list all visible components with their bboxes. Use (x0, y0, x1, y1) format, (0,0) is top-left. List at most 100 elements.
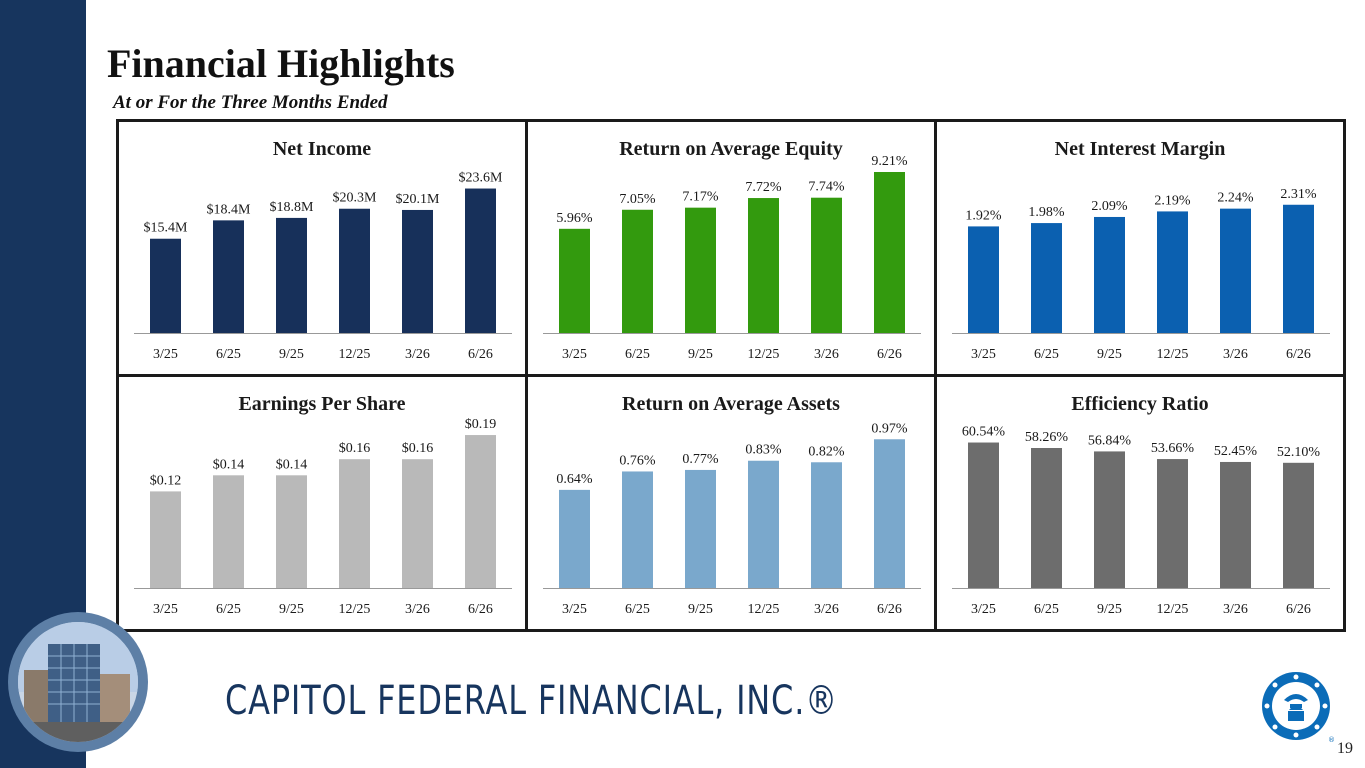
data-label: 58.26% (1025, 430, 1069, 445)
data-label: 0.64% (556, 472, 593, 487)
tick-label: 3/25 (153, 347, 178, 362)
bar (874, 172, 905, 333)
return-on-average-assets-chart: Return on Average Assets 0.64% 3/25 0.76% 6/… (543, 393, 921, 617)
tick-label: 3/26 (405, 602, 430, 617)
panel-divider (119, 374, 1343, 377)
data-label: 2.19% (1154, 193, 1191, 208)
chart-title: Return on Average Equity (619, 138, 843, 160)
bar (1157, 459, 1188, 588)
net-interest-margin-chart: Net Interest Margin 1.92% 3/25 1.98% 6/25 2.0… (952, 138, 1330, 362)
data-label: $20.1M (396, 192, 441, 207)
building-icon (18, 622, 138, 742)
data-label: 7.05% (619, 192, 656, 207)
tick-label: 3/25 (971, 347, 996, 362)
bar (622, 471, 653, 588)
data-label: $20.3M (333, 191, 378, 206)
chart-title: Net Income (273, 138, 371, 160)
charts-grid: Net Income $15.4M 3/25 $18.4M 6/25 $18.8M 9/25… (116, 119, 1346, 632)
tick-label: 12/25 (339, 602, 371, 617)
data-label: 9.21% (871, 154, 908, 169)
chart-title: Return on Average Assets (622, 393, 840, 415)
tick-label: 3/26 (1223, 602, 1248, 617)
tick-label: 9/25 (1097, 347, 1122, 362)
tick-label: 6/26 (1286, 347, 1311, 362)
data-label: 0.97% (871, 421, 908, 436)
bar (213, 220, 244, 333)
data-label: $0.14 (276, 457, 308, 472)
tick-label: 3/25 (562, 347, 587, 362)
tick-label: 9/25 (688, 602, 713, 617)
data-label: $0.14 (213, 457, 245, 472)
data-label: $0.16 (339, 441, 371, 456)
bar (559, 489, 590, 588)
data-label: $18.4M (207, 202, 252, 217)
tick-label: 12/25 (1157, 602, 1189, 617)
bar (1094, 451, 1125, 588)
data-label: 56.84% (1088, 433, 1132, 448)
bar (748, 198, 779, 333)
bar (150, 491, 181, 588)
tick-label: 3/26 (814, 347, 839, 362)
data-label: 52.10% (1277, 445, 1321, 460)
bar (685, 207, 716, 333)
data-label: 1.98% (1028, 205, 1065, 220)
bar (1283, 462, 1314, 588)
bar (339, 208, 370, 333)
tick-label: 6/26 (1286, 602, 1311, 617)
page-subtitle: At or For the Three Months Ended (113, 92, 388, 113)
data-label: $18.8M (270, 200, 315, 215)
bar (968, 226, 999, 333)
tick-label: 9/25 (279, 347, 304, 362)
bar (402, 209, 433, 333)
data-label: 2.24% (1217, 191, 1254, 206)
bar (811, 462, 842, 588)
company-logo-text: CAPITOL FEDERAL FINANCIAL, INC.® (225, 678, 838, 724)
tick-label: 12/25 (339, 347, 371, 362)
bar (276, 475, 307, 588)
bar (811, 197, 842, 333)
tick-label: 6/25 (1034, 347, 1059, 362)
chart-panel-net-income: Net Income $15.4M 3/25 $18.4M 6/25 $18.8M 9/25… (119, 122, 525, 374)
tick-label: 9/25 (1097, 602, 1122, 617)
page-number: 19 (1337, 740, 1353, 757)
chart-panel-roa: Return on Average Assets 0.64% 3/25 0.76% 6/… (528, 377, 934, 629)
tick-label: 3/25 (971, 602, 996, 617)
bar (1283, 204, 1314, 333)
data-label: 0.83% (745, 443, 782, 458)
bar (402, 459, 433, 588)
bar (748, 460, 779, 588)
chart-panel-efficiency: Efficiency Ratio 60.54% 3/25 58.26% 6/25 56.8… (937, 377, 1343, 629)
tick-label: 3/26 (814, 602, 839, 617)
data-label: 1.92% (965, 208, 1002, 223)
chart-title: Efficiency Ratio (1071, 393, 1208, 415)
tick-label: 6/25 (625, 602, 650, 617)
tick-label: 9/25 (279, 602, 304, 617)
net-income-chart: Net Income $15.4M 3/25 $18.4M 6/25 $18.8M 9/25… (134, 138, 512, 362)
building-photo (18, 622, 138, 742)
bar (1220, 208, 1251, 333)
bar (1157, 211, 1188, 333)
data-label: $0.12 (150, 473, 182, 488)
data-label: 7.72% (745, 180, 782, 195)
data-label: $0.19 (465, 417, 497, 432)
tick-label: 3/25 (153, 602, 178, 617)
tick-label: 12/25 (748, 347, 780, 362)
tick-label: 12/25 (1157, 347, 1189, 362)
chart-panel-roe: Return on Average Equity 5.96% 3/25 7.05% 6/… (528, 122, 934, 374)
bar (276, 217, 307, 333)
tick-label: 3/26 (405, 347, 430, 362)
tick-label: 6/25 (1034, 602, 1059, 617)
chart-panel-eps: Earnings Per Share $0.12 3/25 $0.14 6/25 $0.1… (119, 377, 525, 629)
data-label: $23.6M (459, 171, 504, 186)
data-label: 52.45% (1214, 444, 1258, 459)
data-label: 0.76% (619, 453, 656, 468)
data-label: 53.66% (1151, 441, 1195, 456)
chart-title: Earnings Per Share (238, 393, 405, 415)
tick-label: 3/25 (562, 602, 587, 617)
return-on-average-equity-chart: Return on Average Equity 5.96% 3/25 7.05% 6/… (543, 138, 921, 362)
efficiency-ratio-chart: Efficiency Ratio 60.54% 3/25 58.26% 6/25 56.8… (952, 393, 1330, 617)
tick-label: 6/26 (468, 347, 493, 362)
tick-label: 3/26 (1223, 347, 1248, 362)
bar (1031, 223, 1062, 333)
bar (1220, 461, 1251, 588)
